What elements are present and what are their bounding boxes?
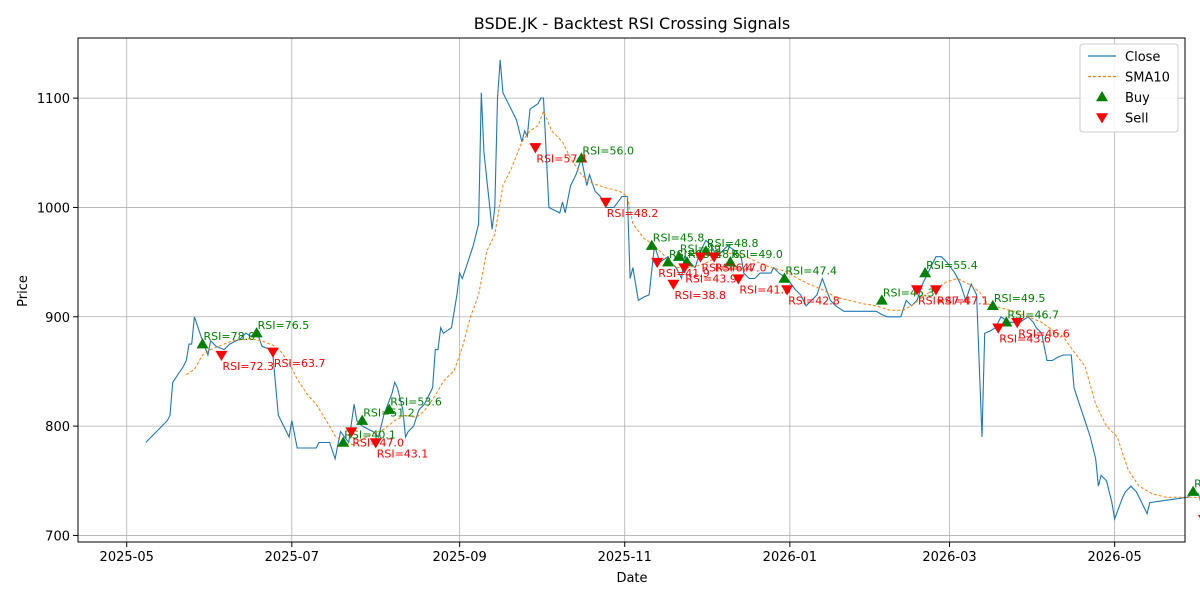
sell-marker [369, 438, 382, 449]
buy-rsi-label: RSI=40.1 [344, 429, 396, 442]
buy-marker [672, 250, 685, 261]
sell-rsi-label: RSI=42.8 [788, 294, 840, 307]
buy-marker [383, 403, 396, 414]
sell-marker [651, 257, 664, 269]
legend: Close SMA10 Buy Sell [1079, 43, 1179, 133]
y-axis-label: Price [16, 275, 31, 307]
buy-marker [662, 256, 675, 267]
y-tick-label: 700 [45, 529, 70, 544]
sell-rsi-label: RSI=47.4 [918, 294, 970, 307]
y-tick-label: 900 [45, 311, 70, 326]
sell-rsi-label: RSI=41.5 [739, 284, 791, 297]
buy-rsi-label: RSI=45.8 [653, 232, 705, 245]
buy-rsi-label: RSI=49.0 [731, 248, 783, 261]
buy-marker [778, 272, 791, 283]
sell-marker [694, 252, 707, 263]
sell-marker [678, 263, 691, 274]
buy-rsi-label: RSI=43.3 [1194, 478, 1200, 491]
buy-marker [875, 294, 888, 305]
sell-rsi-label: RSI=38.8 [674, 289, 726, 302]
sell-marker [911, 285, 924, 296]
x-tick-label: 2025-07 [265, 550, 319, 565]
y-tick-label: 1000 [37, 201, 70, 216]
sell-marker [1011, 318, 1024, 329]
sell-marker [708, 252, 721, 263]
sell-rsi-label: RSI=48.2 [607, 207, 659, 220]
buy-rsi-label: RSI=55.4 [926, 259, 978, 272]
x-axis-label: Date [616, 571, 647, 586]
y-tick-label: 1100 [37, 92, 70, 107]
buy-marker [986, 299, 999, 311]
sell-marker [929, 285, 942, 296]
buy-rsi-label: RSI=49.5 [994, 292, 1046, 305]
close-line [145, 59, 1200, 522]
buy-rsi-label: RSI=47.4 [785, 265, 837, 278]
buy-marker [1187, 485, 1200, 496]
legend-label: Close [1125, 50, 1160, 65]
plot-frame [77, 37, 1186, 543]
buy-rsi-label: RSI=46.7 [1007, 308, 1059, 321]
legend-box [1079, 43, 1179, 133]
x-tick-label: 2026-01 [763, 550, 817, 565]
x-tick-label: 2026-03 [922, 550, 976, 565]
legend-sell-swatch [1096, 113, 1108, 124]
legend-buy-swatch [1096, 91, 1108, 102]
buy-marker [724, 256, 737, 267]
buy-marker [575, 152, 588, 163]
x-tick-label: 2025-05 [100, 550, 154, 565]
sell-rsi-label: RSI=41.9 [658, 267, 710, 280]
sell-marker [732, 274, 745, 285]
buy-marker [337, 436, 350, 447]
sell-marker [345, 427, 358, 438]
chart-title: BSDE.JK - Backtest RSI Crossing Signals [474, 14, 790, 33]
sell-rsi-label: RSI=63.7 [274, 357, 326, 370]
buy-rsi-label: RSI=45.3 [883, 286, 935, 299]
x-tick-label: 2025-11 [598, 550, 652, 565]
sell-marker [1197, 514, 1200, 519]
buy-marker [919, 267, 932, 278]
sell-rsi-label: RSI=47.0 [715, 262, 767, 275]
sell-marker [992, 323, 1005, 334]
sell-marker [667, 279, 680, 290]
buy-marker [645, 239, 658, 250]
sell-rsi-label: RSI=72.3 [222, 360, 274, 373]
sell-marker [599, 197, 612, 208]
buy-rsi-label: RSI=78.0 [204, 330, 256, 343]
buy-rsi-label: RSI=76.5 [258, 319, 310, 332]
legend-label: Sell [1125, 112, 1148, 127]
sell-rsi-label: RSI=43.6 [999, 333, 1051, 346]
buy-rsi-label: RSI=56.0 [582, 144, 634, 157]
buy-marker [356, 414, 369, 425]
x-tick-label: 2025-09 [432, 550, 486, 565]
plot-area: RSI=78.0RSI=76.5RSI=40.1RSI=51.2RSI=53.6… [37, 37, 1200, 565]
legend-label: Buy [1125, 91, 1150, 106]
sell-rsi-label: RSI=46.6 [1018, 327, 1070, 340]
y-tick-label: 800 [45, 420, 70, 435]
sell-marker [529, 143, 542, 154]
sell-marker [215, 350, 228, 362]
x-tick-label: 2026-05 [1087, 550, 1141, 565]
buy-marker [250, 327, 263, 338]
buy-rsi-label: RSI=48.8 [707, 237, 759, 250]
sell-marker [781, 285, 794, 296]
sell-rsi-label: RSI=46.4 [702, 262, 754, 275]
sell-rsi-label: RSI=57.1 [536, 152, 588, 165]
buy-rsi-label: RSI=53.6 [390, 396, 442, 409]
legend-label: SMA10 [1125, 71, 1170, 86]
sell-rsi-label: RSI=43.9 [685, 273, 737, 286]
sell-rsi-label: RSI=47.1 [937, 294, 989, 307]
sma10-line [186, 109, 1200, 499]
sell-marker [266, 347, 279, 358]
sell-rsi-label: RSI=43.1 [377, 448, 429, 461]
buy-marker [196, 338, 209, 349]
